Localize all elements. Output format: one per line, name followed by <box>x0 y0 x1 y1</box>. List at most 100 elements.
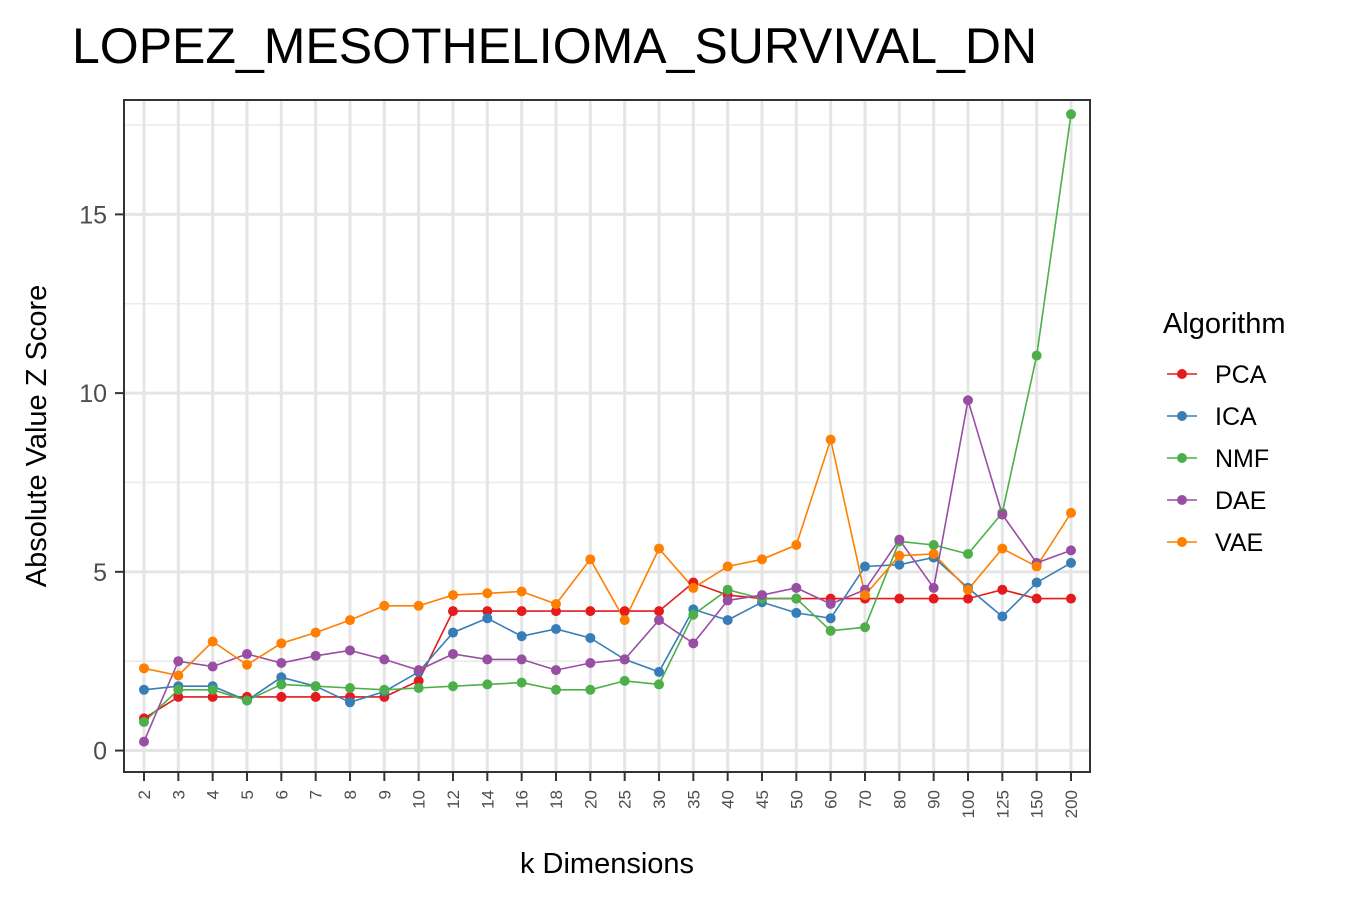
point-vae <box>894 550 905 561</box>
point-ica <box>482 613 493 624</box>
point-dae <box>173 656 184 667</box>
legend-label: PCA <box>1215 361 1267 389</box>
point-ica <box>722 615 733 626</box>
point-nmf <box>963 548 973 559</box>
y-axis-title: Absolute Value Z Score <box>21 285 53 588</box>
point-vae <box>207 636 218 647</box>
point-dae <box>722 595 733 606</box>
point-pca <box>207 691 218 702</box>
point-dae <box>345 645 355 656</box>
point-pca <box>276 691 287 702</box>
point-vae <box>276 638 287 649</box>
point-vae <box>242 659 252 670</box>
point-dae <box>688 638 699 649</box>
point-pca <box>585 606 596 617</box>
point-nmf <box>654 679 664 690</box>
legend: Algorithm PCA ICA NMF DAE VAE <box>1163 308 1286 557</box>
series-lines <box>143 114 1072 742</box>
x-tick-label: 60 <box>822 790 841 809</box>
x-tick-label: 40 <box>719 790 738 809</box>
point-dae <box>585 657 596 668</box>
point-nmf <box>619 675 630 686</box>
point-ica <box>791 607 802 618</box>
legend-label: NMF <box>1215 445 1269 473</box>
point-pca <box>619 606 630 617</box>
point-nmf <box>276 679 287 690</box>
point-nmf <box>585 684 596 695</box>
x-tick-label: 70 <box>856 790 875 809</box>
x-tick-label: 9 <box>375 790 394 799</box>
point-vae <box>791 540 802 551</box>
point-pca <box>310 691 321 702</box>
point-nmf <box>928 540 939 551</box>
point-vae <box>757 554 767 565</box>
legend-item-nmf: NMF <box>1167 445 1269 473</box>
point-dae <box>551 665 561 676</box>
point-dae <box>379 654 390 665</box>
point-dae <box>963 395 973 406</box>
x-tick-label: 100 <box>959 790 978 818</box>
point-nmf <box>1066 109 1076 120</box>
point-nmf <box>825 625 836 636</box>
point-ica <box>894 559 905 570</box>
point-dae <box>413 665 424 676</box>
point-nmf <box>448 681 458 692</box>
point-pca <box>654 606 664 617</box>
point-vae <box>379 600 390 611</box>
x-tick-label: 35 <box>684 790 703 809</box>
gridlines <box>124 100 1090 772</box>
point-nmf <box>310 681 321 692</box>
chart-title: LOPEZ_MESOTHELIOMA_SURVIVAL_DN <box>72 18 1037 74</box>
legend-item-dae: DAE <box>1167 487 1266 515</box>
point-vae <box>722 561 733 572</box>
point-dae <box>894 534 905 545</box>
point-vae <box>1066 507 1076 518</box>
legend-key-point <box>1177 411 1187 421</box>
series-line-pca <box>143 581 1071 720</box>
point-dae <box>139 736 149 747</box>
point-dae <box>242 649 252 660</box>
point-vae <box>139 663 149 674</box>
x-tick-label: 25 <box>616 790 635 809</box>
point-nmf <box>173 684 184 695</box>
point-ica <box>345 697 355 708</box>
point-nmf <box>688 609 699 620</box>
point-vae <box>654 543 664 554</box>
point-nmf <box>860 622 870 633</box>
legend-item-ica: ICA <box>1167 403 1257 431</box>
point-ica <box>654 666 664 677</box>
x-tick-label: 8 <box>341 790 360 799</box>
x-tick-label: 6 <box>272 790 291 799</box>
point-pca <box>1066 593 1076 604</box>
point-dae <box>482 654 493 665</box>
legend-label: DAE <box>1215 487 1266 515</box>
point-pca <box>894 593 905 604</box>
point-vae <box>825 434 836 445</box>
point-pca <box>448 606 458 617</box>
point-vae <box>551 599 561 609</box>
point-vae <box>688 582 699 593</box>
point-nmf <box>242 695 252 706</box>
legend-item-vae: VAE <box>1167 529 1263 557</box>
point-nmf <box>722 584 733 595</box>
series-line-vae <box>143 436 1072 677</box>
series-points <box>139 109 1076 747</box>
point-nmf <box>207 684 218 695</box>
point-dae <box>516 654 527 665</box>
point-vae <box>1031 561 1042 572</box>
point-nmf <box>139 716 149 727</box>
y-tick-label: 5 <box>93 559 107 587</box>
legend-key-point <box>1177 495 1187 505</box>
x-tick-label: 7 <box>307 790 326 799</box>
point-nmf <box>413 683 424 693</box>
point-vae <box>173 670 184 681</box>
point-nmf <box>516 677 527 688</box>
x-tick-label: 80 <box>890 790 909 809</box>
point-nmf <box>345 683 355 693</box>
point-vae <box>997 543 1008 554</box>
point-vae <box>413 600 424 611</box>
series-line-ica <box>143 556 1072 704</box>
point-vae <box>345 615 355 626</box>
point-pca <box>173 691 184 702</box>
